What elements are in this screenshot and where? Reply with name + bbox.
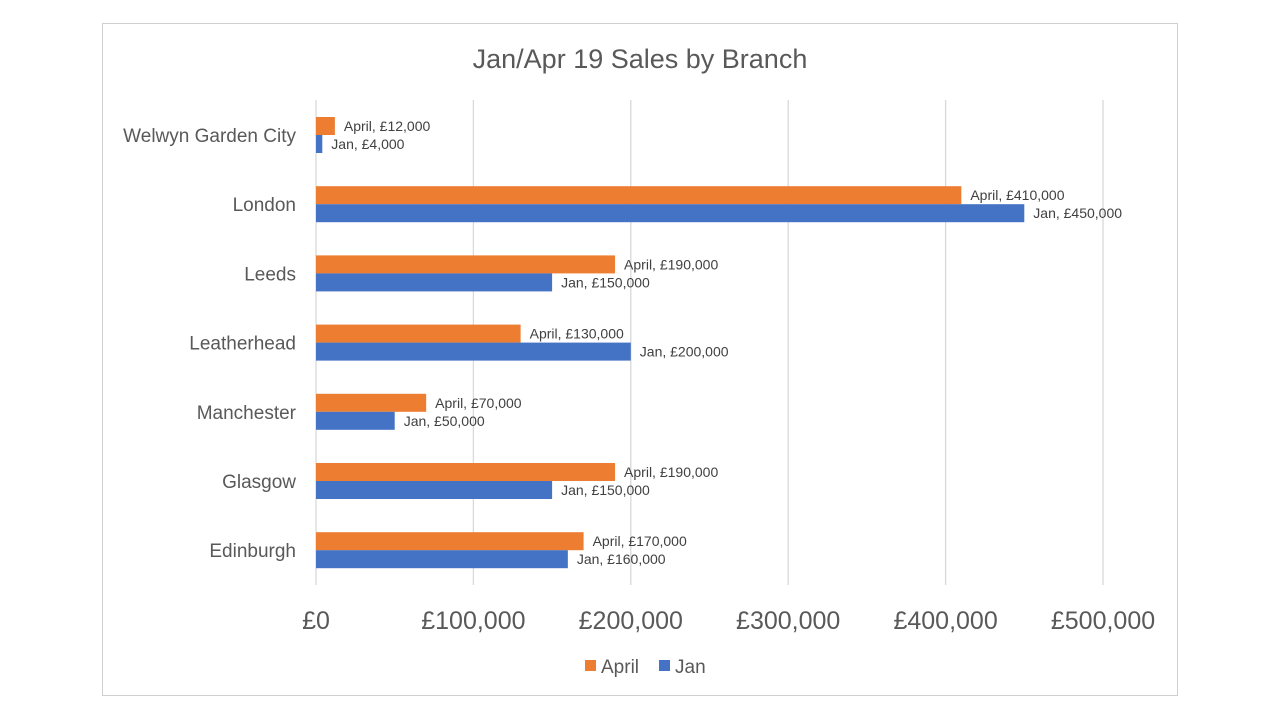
bar-jan-1 [316,204,1025,223]
data-label-april-2: April, £190,000 [624,256,718,272]
bar-april-4 [316,393,427,412]
legend: April Jan [585,657,706,678]
chart-area [102,23,1178,696]
category-label-0: Welwyn Garden City [123,126,296,147]
data-label-april-0: April, £12,000 [344,118,431,134]
x-tick-label-4: £400,000 [893,607,997,635]
category-label-6: Edinburgh [209,541,296,562]
x-tick-label-2: £200,000 [579,607,683,635]
legend-label-april: April [601,657,639,678]
data-label-jan-6: Jan, £160,000 [577,551,666,567]
category-labels: Welwyn Garden City London Leeds Leatherhead… [123,126,296,562]
data-label-jan-5: Jan, £150,000 [561,482,650,498]
data-label-jan-3: Jan, £200,000 [640,344,729,360]
category-label-2: Leeds [244,264,296,285]
data-label-april-6: April, £170,000 [593,533,687,549]
bar-jan-0 [316,135,323,153]
bar-jan-6 [316,550,568,569]
category-label-3: Leatherhead [189,334,296,355]
category-label-5: Glasgow [222,472,296,493]
data-label-jan-4: Jan, £50,000 [404,413,485,429]
data-label-jan-2: Jan, £150,000 [561,274,650,290]
x-axis-ticks: £0 £100,000 £200,000 £300,000 £400,000 £500,0… [302,607,1155,635]
bar-april-5 [316,463,616,481]
x-tick-label-0: £0 [302,607,330,635]
x-tick-label-3: £300,000 [736,607,840,635]
legend-swatch-april [585,660,596,671]
bar-april-1 [316,186,962,205]
data-label-april-1: April, £410,000 [970,187,1064,203]
data-label-jan-1: Jan, £450,000 [1033,205,1122,221]
category-label-4: Manchester [197,403,297,424]
legend-swatch-jan [659,660,670,671]
category-label-1: London [233,195,296,216]
legend-label-jan: Jan [675,657,706,678]
bars: April, £12,000 Jan, £4,000 April, £410,000… [316,117,1122,569]
bar-april-2 [316,255,616,274]
data-label-april-4: April, £70,000 [435,395,522,411]
bar-april-6 [316,532,584,551]
data-label-april-3: April, £130,000 [530,326,624,342]
bar-jan-2 [316,273,553,292]
bar-jan-3 [316,342,631,361]
chart-title: Jan/Apr 19 Sales by Branch [473,44,808,74]
x-tick-label-5: £500,000 [1051,607,1155,635]
x-tick-label-1: £100,000 [421,607,525,635]
data-label-april-5: April, £190,000 [624,464,718,480]
data-label-jan-0: Jan, £4,000 [331,136,404,152]
gridlines [315,100,1104,585]
bar-april-3 [316,324,521,343]
bar-jan-5 [316,481,553,499]
bar-jan-4 [316,411,395,430]
bar-april-0 [316,117,335,135]
